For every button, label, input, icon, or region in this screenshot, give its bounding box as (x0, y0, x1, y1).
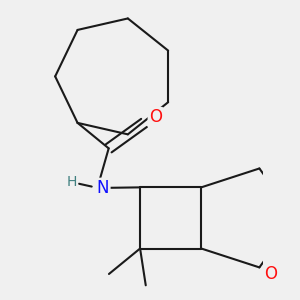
Text: O: O (149, 108, 162, 126)
Text: N: N (97, 179, 109, 197)
Text: H: H (67, 175, 77, 189)
Text: O: O (264, 266, 277, 284)
